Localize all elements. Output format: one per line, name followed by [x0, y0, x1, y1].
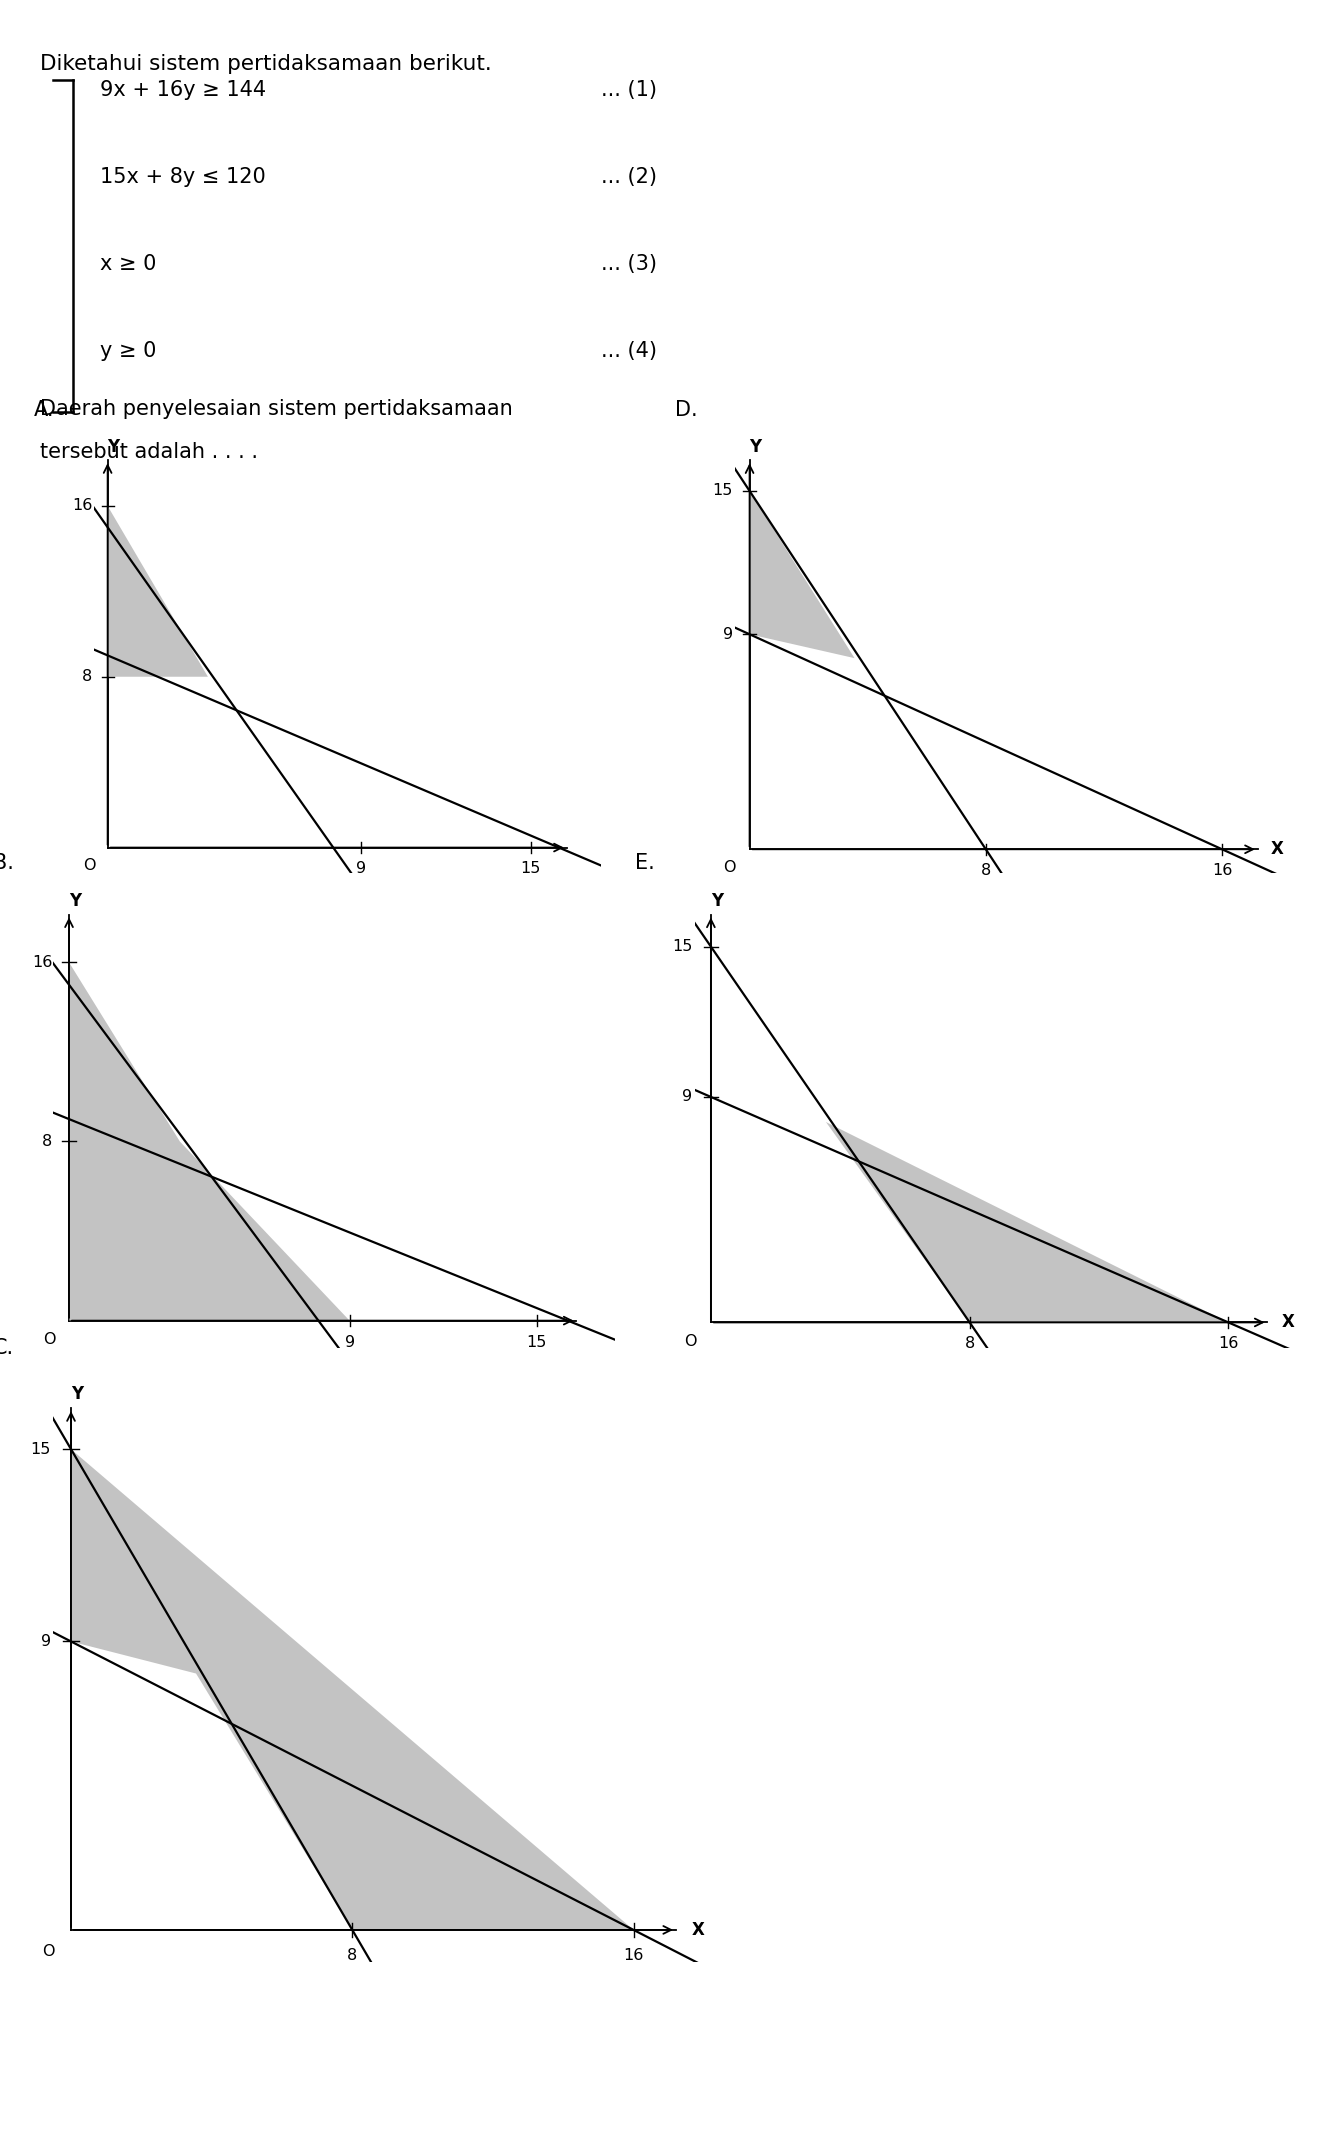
- Polygon shape: [749, 492, 855, 658]
- Text: 8: 8: [41, 1134, 52, 1149]
- Text: O: O: [43, 1945, 55, 1960]
- Text: O: O: [43, 1332, 56, 1348]
- Text: ... (1): ... (1): [601, 80, 657, 101]
- Text: 15: 15: [521, 860, 541, 875]
- Text: 16: 16: [624, 1947, 644, 1962]
- Polygon shape: [108, 507, 208, 677]
- Text: ... (3): ... (3): [601, 254, 657, 274]
- Text: Y: Y: [711, 893, 723, 910]
- Text: Y: Y: [108, 438, 120, 457]
- Text: 15: 15: [31, 1442, 51, 1457]
- Text: X: X: [1283, 1313, 1295, 1332]
- Text: O: O: [724, 860, 736, 875]
- Text: 16: 16: [1212, 862, 1232, 877]
- Text: 8: 8: [965, 1337, 975, 1352]
- Text: ... (2): ... (2): [601, 166, 657, 188]
- Text: Daerah penyelesaian sistem pertidaksamaan: Daerah penyelesaian sistem pertidaksamaa…: [40, 399, 513, 418]
- Text: E.: E.: [635, 854, 655, 873]
- Polygon shape: [826, 1121, 1228, 1322]
- Text: O: O: [83, 858, 95, 873]
- Text: 15: 15: [526, 1335, 546, 1350]
- Text: 8: 8: [347, 1947, 358, 1962]
- Text: x ≥ 0: x ≥ 0: [100, 254, 156, 274]
- Text: 8: 8: [81, 668, 92, 683]
- Text: 15: 15: [712, 483, 732, 498]
- Text: 15: 15: [672, 940, 692, 955]
- Text: 9: 9: [723, 627, 732, 642]
- Polygon shape: [71, 1449, 633, 1930]
- Text: 9: 9: [41, 1634, 51, 1649]
- Text: ... (4): ... (4): [601, 341, 657, 360]
- Text: tersebut adalah . . . .: tersebut adalah . . . .: [40, 442, 258, 461]
- Text: 16: 16: [32, 955, 52, 970]
- Text: 9x + 16y ≥ 144: 9x + 16y ≥ 144: [100, 80, 266, 101]
- Polygon shape: [69, 962, 350, 1322]
- Text: Diketahui sistem pertidaksamaan berikut.: Diketahui sistem pertidaksamaan berikut.: [40, 54, 492, 73]
- Text: C.: C.: [0, 1339, 15, 1358]
- Text: B.: B.: [0, 854, 15, 873]
- Text: X: X: [1271, 841, 1284, 858]
- Text: 9: 9: [357, 860, 366, 875]
- Text: 15x + 8y ≤ 120: 15x + 8y ≤ 120: [100, 166, 266, 188]
- Text: X: X: [692, 1921, 705, 1938]
- Text: 8: 8: [981, 862, 991, 877]
- Text: 9: 9: [683, 1089, 692, 1104]
- Text: O: O: [684, 1335, 696, 1348]
- Text: A.: A.: [33, 401, 53, 420]
- Text: D.: D.: [675, 401, 697, 420]
- Text: y ≥ 0: y ≥ 0: [100, 341, 156, 360]
- Text: 16: 16: [72, 498, 92, 513]
- Text: Y: Y: [749, 438, 762, 457]
- Text: 16: 16: [1218, 1337, 1238, 1352]
- Text: Y: Y: [69, 893, 81, 910]
- Text: Y: Y: [71, 1384, 83, 1404]
- Text: 9: 9: [345, 1335, 354, 1350]
